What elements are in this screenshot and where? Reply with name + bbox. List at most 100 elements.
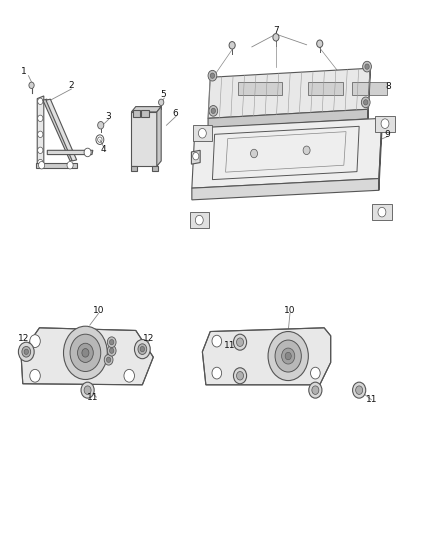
Circle shape [361,97,370,108]
Circle shape [268,332,308,381]
Circle shape [107,345,116,356]
Circle shape [303,146,310,155]
Circle shape [64,326,107,379]
Circle shape [198,128,206,138]
Circle shape [38,159,43,166]
Circle shape [67,161,73,169]
Polygon shape [190,212,209,228]
Circle shape [233,334,247,350]
Circle shape [212,367,222,379]
Circle shape [81,382,94,398]
Circle shape [312,386,319,394]
Polygon shape [352,82,387,95]
Circle shape [210,73,215,78]
Circle shape [70,334,101,372]
Circle shape [30,335,40,348]
Circle shape [195,215,203,225]
Polygon shape [208,68,370,118]
Circle shape [134,340,150,359]
Circle shape [317,40,323,47]
Text: 6: 6 [172,109,178,118]
Polygon shape [21,328,153,385]
Circle shape [237,338,244,346]
Circle shape [365,64,369,69]
Polygon shape [193,125,212,141]
Polygon shape [375,116,395,132]
Circle shape [124,369,134,382]
Polygon shape [208,109,368,128]
Circle shape [237,372,244,380]
Text: 12: 12 [18,334,30,343]
Polygon shape [141,110,149,117]
Polygon shape [131,107,161,112]
Polygon shape [379,118,382,190]
Circle shape [30,369,40,382]
Text: 9: 9 [385,130,391,139]
Circle shape [98,122,104,129]
Circle shape [309,382,322,398]
Circle shape [378,207,386,217]
Circle shape [78,343,93,362]
Circle shape [363,61,371,72]
Polygon shape [191,150,200,164]
Circle shape [18,342,34,361]
Circle shape [364,100,368,105]
Circle shape [106,357,111,362]
Polygon shape [368,68,370,119]
Text: 8: 8 [385,82,392,91]
Polygon shape [238,82,282,95]
Circle shape [353,382,366,398]
Text: 11: 11 [366,395,377,404]
Polygon shape [46,99,77,161]
Text: 4: 4 [101,145,106,154]
Text: 3: 3 [106,112,112,120]
Circle shape [159,99,164,106]
Text: 10: 10 [93,306,104,314]
Polygon shape [192,179,379,200]
Circle shape [356,386,363,394]
Text: 11: 11 [224,341,236,350]
Polygon shape [47,150,93,155]
Text: 12: 12 [143,334,155,343]
Circle shape [140,346,145,352]
Circle shape [251,149,258,158]
Polygon shape [157,107,161,166]
Text: 2: 2 [69,81,74,90]
Circle shape [110,340,114,345]
Text: 11: 11 [87,393,99,401]
Polygon shape [133,110,140,117]
Circle shape [282,348,295,364]
Circle shape [22,346,31,357]
Text: 5: 5 [160,91,166,99]
Circle shape [110,348,114,353]
Circle shape [84,148,91,157]
Circle shape [209,106,218,116]
Polygon shape [372,204,392,220]
Circle shape [38,147,43,154]
Polygon shape [192,118,382,188]
Circle shape [285,352,291,360]
Circle shape [39,161,45,169]
Text: 10: 10 [284,306,296,314]
Text: 1: 1 [21,68,27,76]
Circle shape [38,115,43,122]
Circle shape [381,119,389,128]
Polygon shape [131,166,137,171]
Circle shape [193,152,199,160]
Circle shape [212,335,222,347]
Circle shape [211,108,215,114]
Circle shape [275,340,301,372]
Circle shape [38,98,43,104]
Circle shape [82,349,89,357]
Circle shape [208,70,217,81]
Polygon shape [37,96,44,165]
Circle shape [311,367,320,379]
Polygon shape [43,99,74,161]
Circle shape [273,34,279,41]
Circle shape [229,42,235,49]
Polygon shape [308,82,343,95]
Polygon shape [36,163,77,168]
Circle shape [29,82,34,88]
Text: 7: 7 [273,26,279,35]
Circle shape [233,368,247,384]
